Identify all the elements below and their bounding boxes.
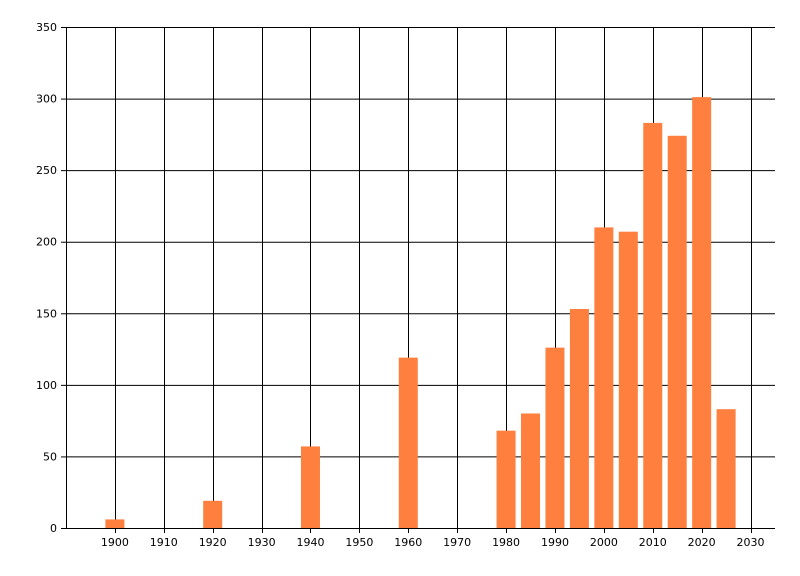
bar <box>203 500 223 528</box>
bar <box>398 357 418 528</box>
bar <box>496 430 516 528</box>
x-tick-label: 2000 <box>590 536 618 549</box>
y-tick-label: 150 <box>36 307 57 320</box>
y-tick-label: 100 <box>36 379 57 392</box>
bar <box>716 409 736 528</box>
y-tick-label: 300 <box>36 93 57 106</box>
x-tick-label: 1930 <box>248 536 276 549</box>
bar <box>618 231 638 529</box>
bar <box>667 135 687 528</box>
bar <box>545 347 565 528</box>
bars <box>105 97 736 529</box>
x-tick-label: 1950 <box>345 536 373 549</box>
bar <box>594 227 614 528</box>
x-tick-label: 1970 <box>443 536 471 549</box>
x-tick-label: 1980 <box>492 536 520 549</box>
bar <box>692 97 712 528</box>
y-tick-label: 250 <box>36 164 57 177</box>
bar <box>643 122 663 529</box>
x-tick-label: 1990 <box>541 536 569 549</box>
bar <box>300 446 320 528</box>
y-tick-label: 200 <box>36 236 57 249</box>
axes <box>61 27 775 533</box>
x-tick-label: 2030 <box>737 536 765 549</box>
y-tick-label: 0 <box>50 522 57 535</box>
bar <box>569 308 589 528</box>
x-tick-label: 1910 <box>150 536 178 549</box>
bar <box>105 519 125 528</box>
x-tick-label: 1900 <box>101 536 129 549</box>
x-tick-label: 1920 <box>199 536 227 549</box>
x-tick-label: 1960 <box>394 536 422 549</box>
y-tick-label: 50 <box>43 450 57 463</box>
bar <box>521 413 541 528</box>
x-tick-label: 1940 <box>296 536 324 549</box>
x-tick-label: 2020 <box>688 536 716 549</box>
y-tick-label: 350 <box>36 21 57 34</box>
x-tick-label: 2010 <box>639 536 667 549</box>
tick-labels: 0 50 100 150 200 250 300 350 1900 1910 1920 1930 194… <box>36 21 765 549</box>
